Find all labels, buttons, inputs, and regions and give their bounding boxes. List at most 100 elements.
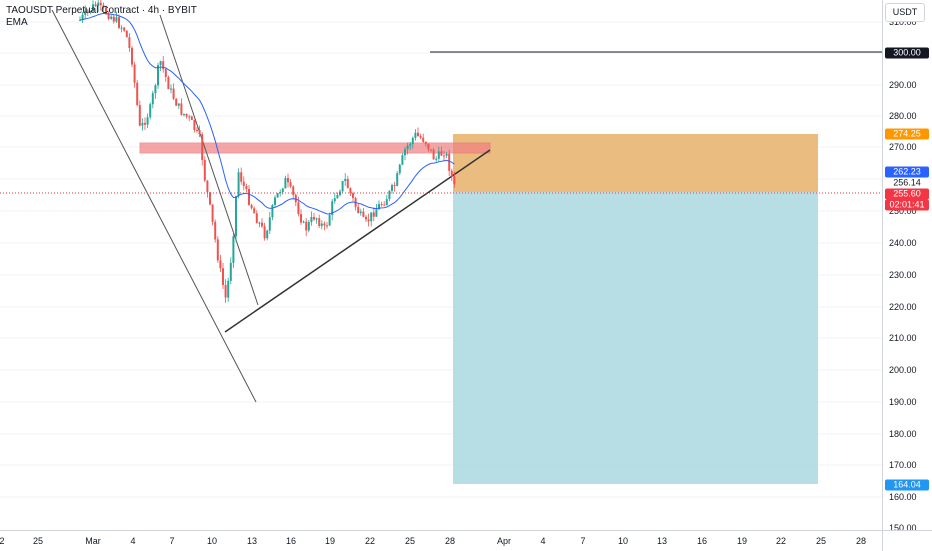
candle-body [409, 143, 412, 146]
price-tick: 200.00 [889, 365, 917, 375]
time-label: 25 [404, 536, 416, 546]
time-label: 7 [580, 536, 586, 546]
price-axis[interactable]: 310.00 290.00 280.00 270.00 250.00 240.0… [882, 0, 932, 533]
candle-body [281, 188, 284, 193]
candle-body [344, 178, 347, 182]
candle-body [401, 155, 404, 165]
candle-body [398, 164, 401, 174]
time-axis[interactable]: 2 25 Mar 4 7 10 13 16 19 22 25 28 Apr 4 … [0, 530, 882, 551]
candle-body [198, 130, 201, 135]
candle-body [118, 17, 120, 28]
candle-body [450, 170, 453, 177]
candle-body [211, 204, 214, 222]
candle-body [443, 155, 445, 157]
stop-zone[interactable] [453, 134, 818, 192]
candle-body [154, 85, 157, 94]
candle-body [84, 10, 87, 15]
candle-body [268, 217, 271, 231]
price-tick: 150.00 [889, 523, 917, 533]
target-zone[interactable] [453, 192, 818, 484]
candle-body [388, 190, 391, 200]
candle-body [318, 218, 321, 226]
candle-body [242, 181, 245, 187]
candle-body [216, 239, 219, 261]
candle-body [125, 30, 128, 38]
time-label: 13 [656, 536, 668, 546]
candle-body [183, 113, 185, 115]
candle-body [229, 262, 232, 281]
candle-body [352, 193, 354, 199]
candle-body [170, 88, 172, 90]
time-label: 22 [364, 536, 376, 546]
candle-body [131, 47, 133, 65]
time-label: 19 [736, 536, 748, 546]
candle-body [167, 77, 170, 90]
candle-body [196, 130, 198, 132]
candle-body [190, 116, 193, 120]
countdown-badge: 02:01:41 [885, 199, 929, 211]
candle-body [297, 202, 300, 215]
candle-body [307, 222, 310, 231]
candle-body [240, 172, 243, 182]
candle-body [300, 214, 302, 223]
chart-canvas[interactable] [0, 0, 882, 530]
candle-body [94, 4, 97, 7]
candle-body [411, 137, 414, 144]
candle-body [346, 178, 349, 189]
candle-body [146, 117, 149, 125]
candle-body [107, 14, 110, 19]
axis-corner [882, 530, 932, 551]
time-label: 16 [696, 536, 708, 546]
candle-body [453, 176, 456, 185]
candle-body [261, 222, 263, 227]
candle-body [232, 236, 235, 263]
resistance-zone[interactable] [139, 142, 491, 154]
entry-level-badge: 256.14 [885, 177, 929, 189]
candle-body [448, 153, 451, 171]
candle-body [287, 178, 289, 183]
candle-body [336, 195, 339, 199]
candle-body [417, 132, 419, 137]
ema-line [79, 12, 455, 215]
candles-group [79, 0, 456, 303]
candle-body [201, 134, 204, 160]
candle-body [323, 223, 326, 226]
candle-body [271, 204, 274, 218]
candle-body [128, 37, 131, 48]
candle-body [385, 199, 388, 206]
candle-body [432, 149, 435, 160]
target-top-badge: 274.25 [885, 128, 929, 140]
trendline-inner[interactable] [159, 14, 259, 306]
price-tick: 160.00 [889, 492, 917, 502]
candle-body [305, 221, 308, 231]
candle-body [440, 151, 443, 156]
trendline-support[interactable] [224, 149, 491, 333]
time-label: 7 [169, 536, 175, 546]
legend-ema[interactable]: EMA [6, 17, 28, 28]
candle-body [396, 173, 399, 186]
candle-body [430, 149, 432, 151]
candle-body [424, 141, 427, 144]
candle-body [372, 212, 375, 217]
candle-body [359, 211, 362, 214]
candle-body [102, 5, 105, 8]
time-label: 2 [0, 536, 5, 546]
candle-body [378, 204, 380, 210]
candle-body [162, 61, 165, 70]
time-label: 4 [540, 536, 546, 546]
candle-body [144, 122, 146, 125]
candle-body [141, 122, 144, 126]
candle-body [289, 182, 292, 187]
price-tick: 280.00 [889, 111, 917, 121]
candle-body [237, 172, 240, 197]
trendline-outer[interactable] [51, 9, 257, 403]
candle-body [365, 216, 367, 220]
price-tick: 180.00 [889, 429, 917, 439]
candle-body [326, 225, 328, 227]
candle-body [292, 186, 295, 195]
candle-body [263, 226, 266, 239]
candle-body [164, 69, 167, 78]
level-badge-300: 300.00 [885, 47, 929, 59]
time-label: 25 [815, 536, 827, 546]
currency-button[interactable]: USDT [885, 3, 925, 22]
